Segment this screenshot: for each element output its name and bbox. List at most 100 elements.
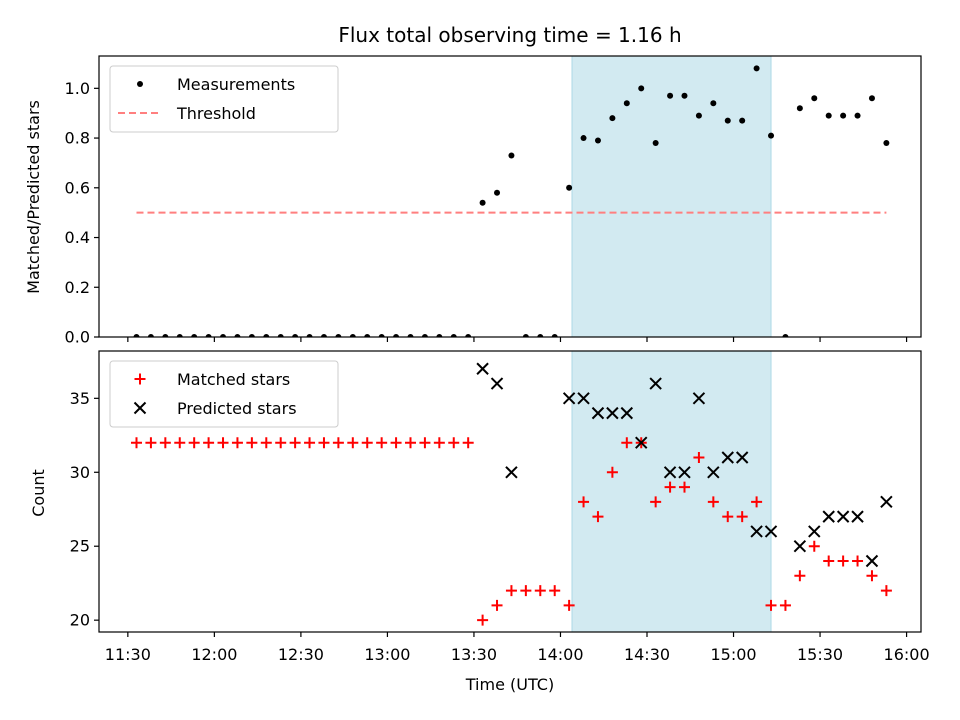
measurements-point (393, 334, 400, 337)
predicted-stars-point (707, 466, 720, 479)
x-tick-label: 16:00 (884, 645, 930, 664)
measurements-point (883, 140, 890, 147)
matched-stars-point (361, 437, 373, 449)
predicted-stars-point (822, 510, 835, 523)
measurements-point (566, 184, 573, 191)
matched-stars-point (621, 437, 633, 449)
measurements-point (868, 95, 875, 102)
count-y-tick-label: 25 (70, 537, 90, 556)
predicted-stars-point (750, 525, 763, 538)
matched-stars-legend-label: Matched stars (177, 370, 290, 389)
measurements-point (436, 334, 443, 337)
chart-title: Flux total observing time = 1.16 h (338, 23, 681, 47)
matched-stars-point (246, 437, 258, 449)
threshold-legend-label: Threshold (176, 104, 256, 123)
predicted-stars-point (851, 510, 864, 523)
x-tick-label: 11:30 (105, 645, 151, 664)
matched-stars-point (376, 437, 388, 449)
matched-stars-point (866, 570, 878, 582)
predicted-stars-point (490, 377, 504, 390)
predicted-stars-point (793, 540, 807, 553)
measurements-point (537, 334, 544, 337)
matched-stars-point (275, 437, 287, 449)
matched-stars-point (693, 451, 705, 463)
ratio-legend: Measurements Threshold (109, 65, 339, 133)
measurements-point (349, 334, 356, 337)
measurements-point (465, 334, 472, 337)
measurements-point (364, 334, 371, 337)
predicted-stars-point (692, 392, 706, 405)
measurements-point (681, 92, 688, 99)
measurements-point (768, 132, 775, 139)
matched-stars-point (808, 540, 820, 552)
predicted-stars-point (808, 525, 821, 538)
predicted-stars-point (721, 451, 734, 464)
predicted-stars-point (836, 510, 850, 523)
matched-stars-point (765, 599, 777, 611)
measurements-point (205, 334, 212, 337)
matched-stars-point (332, 437, 344, 449)
measurements-point (191, 334, 198, 337)
x-axis-label: Time (UTC) (465, 675, 554, 694)
measurements-point (854, 112, 861, 119)
x-tick-label: 13:30 (451, 645, 497, 664)
matched-stars-point (304, 437, 316, 449)
measurements-point (162, 334, 169, 337)
count-legend-box (109, 360, 339, 428)
matched-stars-point (159, 437, 171, 449)
measurements-point (811, 95, 818, 102)
matched-stars-point (751, 496, 763, 508)
ratio-panel: 0.0 0.2 0.4 0.6 0.8 1.0 Matched/Predicted sta… (24, 55, 922, 347)
measurements-point (292, 334, 299, 337)
matched-stars-point (318, 437, 330, 449)
predicted-stars-point (505, 466, 518, 479)
measurements-point (248, 334, 255, 337)
measurements-point (551, 334, 558, 337)
matched-stars-point (505, 585, 517, 597)
matched-stars-point (563, 599, 575, 611)
matched-stars-point (578, 496, 590, 508)
matched-stars-point (837, 555, 849, 567)
predicted-stars-point (678, 466, 691, 479)
measurements-point (306, 334, 313, 337)
predicted-stars-legend-marker (133, 401, 147, 415)
measurements-point (710, 100, 717, 107)
measurements-point (840, 112, 847, 119)
matched-stars-point (404, 437, 416, 449)
predicted-stars-point (865, 554, 879, 568)
measurements-point (234, 334, 241, 337)
x-tick-label: 12:00 (191, 645, 237, 664)
predicted-stars-point (663, 466, 677, 479)
matched-stars-point (174, 437, 186, 449)
measurements-point (652, 140, 659, 147)
matched-stars-point (606, 466, 618, 478)
measurements-point (782, 334, 789, 337)
matched-stars-point (736, 511, 748, 523)
predicted-stars-point (735, 451, 749, 464)
measurements-point (263, 334, 270, 337)
measurements-point (667, 92, 674, 99)
measurements-point (450, 334, 457, 337)
matched-stars-point (549, 585, 561, 597)
matched-stars-point (823, 555, 835, 567)
matched-stars-point (650, 496, 662, 508)
matched-stars-legend-marker (134, 373, 146, 385)
measurements-point (609, 115, 616, 122)
ratio-y-tick-label: 0.6 (65, 178, 90, 197)
count-y-tick-label: 30 (70, 463, 90, 482)
measurements-point (320, 334, 327, 337)
ratio-y-tick-label: 0.8 (65, 129, 90, 148)
ratio-highlight-band (571, 55, 772, 338)
measurements-point (133, 334, 140, 337)
x-tick-label: 12:30 (278, 645, 324, 664)
matched-stars-point (289, 437, 301, 449)
predicted-stars-point (764, 525, 778, 538)
x-tick-label: 14:00 (537, 645, 583, 664)
ratio-legend-box (109, 65, 339, 133)
ratio-axes-frame (98, 55, 922, 338)
ratio-y-tick-label: 0.0 (65, 328, 90, 347)
count-panel: 20 25 30 35 11:30 12:00 12:30 13:00 13:30 14:00 14… (29, 350, 930, 694)
measurements-point (494, 189, 501, 196)
measurements-point (508, 152, 515, 159)
